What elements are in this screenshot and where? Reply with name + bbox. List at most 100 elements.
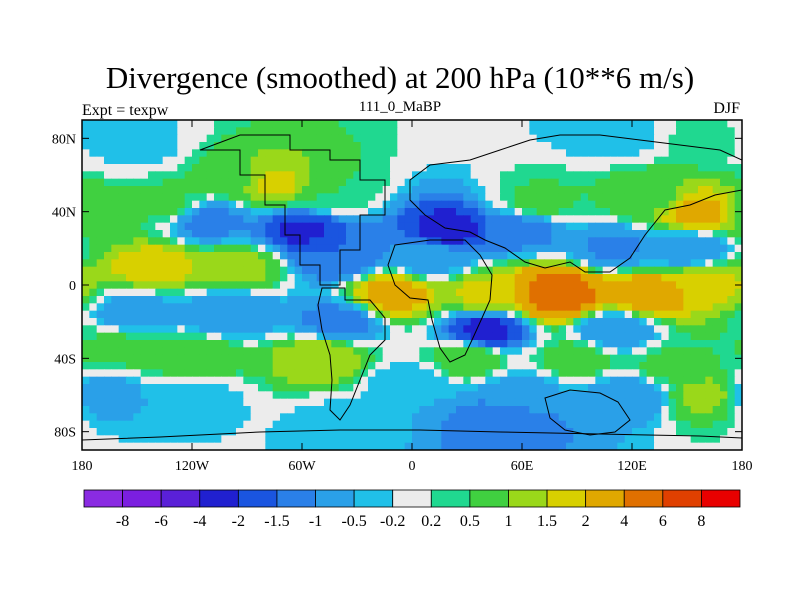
field-cell <box>646 222 655 231</box>
field-cell <box>514 215 523 224</box>
field-cell <box>434 376 442 385</box>
field-cell <box>265 186 274 194</box>
field-cell <box>368 362 376 370</box>
field-cell <box>96 406 105 414</box>
field-cell <box>485 325 494 334</box>
field-cell <box>602 274 611 282</box>
field-cell <box>639 120 648 128</box>
field-cell <box>456 171 464 180</box>
field-cell <box>184 354 193 363</box>
field-cell <box>184 428 193 436</box>
field-cell <box>522 288 530 297</box>
field-cell <box>199 259 208 268</box>
field-cell <box>544 244 552 253</box>
field-cell <box>463 347 472 356</box>
field-cell <box>111 376 120 385</box>
field-cell <box>595 303 604 312</box>
field-cell <box>155 200 164 209</box>
field-cell <box>712 303 721 312</box>
field-cell <box>265 237 274 246</box>
field-cell <box>456 420 464 429</box>
field-cell <box>485 347 494 356</box>
field-cell <box>133 376 142 385</box>
field-cell <box>228 435 237 444</box>
field-cell <box>661 340 670 348</box>
field-cell <box>338 362 347 370</box>
field-cell <box>690 391 699 400</box>
field-cell <box>360 413 369 422</box>
field-cell <box>683 274 692 282</box>
field-cell <box>126 120 134 128</box>
field-cell <box>522 281 530 290</box>
field-cell <box>104 215 112 224</box>
field-cell <box>602 215 611 224</box>
field-cell <box>661 208 670 216</box>
field-cell <box>492 318 501 326</box>
field-cell <box>441 230 450 238</box>
field-cell <box>536 230 545 238</box>
field-cell <box>434 435 442 444</box>
field-cell <box>566 442 574 450</box>
field-cell <box>727 340 736 348</box>
field-cell <box>536 398 545 407</box>
field-cell <box>441 164 450 172</box>
field-cell <box>184 310 193 319</box>
field-cell <box>280 391 288 400</box>
field-cell <box>676 362 684 370</box>
field-cell <box>492 149 501 158</box>
field-cell <box>104 296 112 304</box>
field-cell <box>177 274 186 282</box>
field-cell <box>705 413 714 422</box>
field-cell <box>419 310 428 319</box>
field-cell <box>624 340 633 348</box>
field-cell <box>610 369 618 378</box>
field-cell <box>126 252 134 260</box>
field-cell <box>140 420 149 429</box>
field-cell <box>470 310 479 319</box>
field-cell <box>566 318 574 326</box>
field-cell <box>514 288 523 297</box>
field-cell <box>536 193 545 202</box>
field-cell <box>140 435 149 444</box>
field-cell <box>456 237 464 246</box>
field-cell <box>236 215 244 224</box>
colorbar-label: 0.5 <box>460 513 480 530</box>
field-cell <box>478 288 486 297</box>
field-cell <box>478 398 486 407</box>
field-cell <box>294 142 303 150</box>
field-cell <box>360 428 369 436</box>
field-cell <box>338 193 347 202</box>
field-cell <box>478 296 486 304</box>
field-cell <box>419 398 428 407</box>
field-cell <box>690 413 699 422</box>
field-cell <box>265 296 274 304</box>
field-cell <box>331 164 340 172</box>
field-cell <box>331 259 340 268</box>
field-cell <box>727 178 736 187</box>
field-cell <box>544 347 552 356</box>
field-cell <box>683 442 692 450</box>
field-cell <box>104 200 112 209</box>
field-cell <box>588 237 596 246</box>
field-cell <box>529 274 538 282</box>
field-cell <box>96 318 105 326</box>
field-cell <box>104 354 112 363</box>
field-cell <box>610 310 618 319</box>
field-cell <box>632 222 640 231</box>
field-cell <box>661 442 670 450</box>
field-cell <box>111 237 120 246</box>
field-cell <box>140 398 149 407</box>
field-cell <box>661 274 670 282</box>
field-cell <box>617 193 626 202</box>
field-cell <box>397 428 406 436</box>
field-cell <box>419 369 428 378</box>
field-cell <box>522 325 530 334</box>
field-cell <box>668 406 677 414</box>
field-cell <box>148 369 156 378</box>
field-cell <box>96 142 105 150</box>
field-cell <box>456 340 464 348</box>
field-cell <box>118 296 127 304</box>
field-cell <box>690 281 699 290</box>
field-cell <box>617 398 626 407</box>
field-cell <box>368 435 376 444</box>
